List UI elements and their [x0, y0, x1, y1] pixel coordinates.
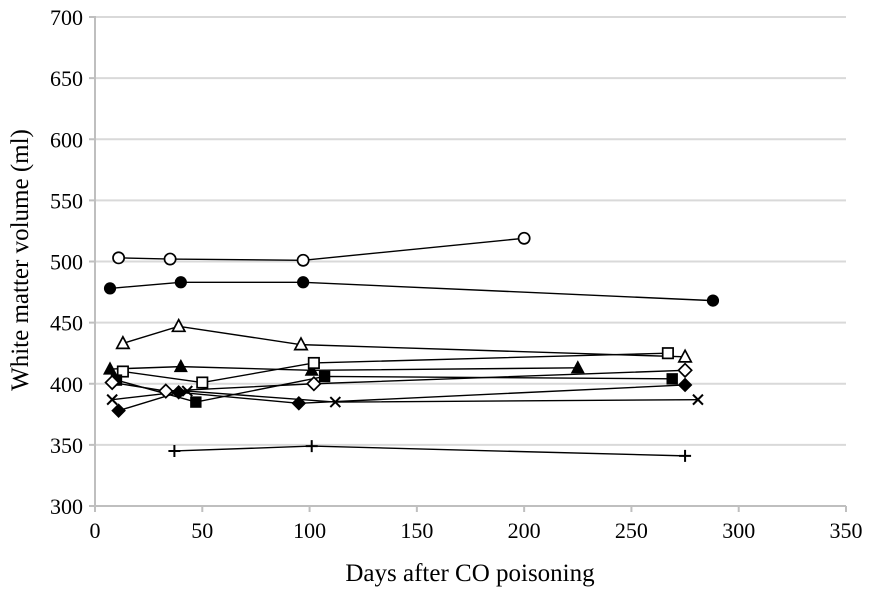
- x-tick-label: 100: [293, 518, 326, 543]
- series-line-plus-mark: [174, 445, 686, 457]
- x-tick-label: 350: [830, 518, 863, 543]
- series-line-square-open: [122, 352, 668, 384]
- series-markers-diamond-open: [104, 362, 693, 399]
- y-axis-title: White matter volume (ml): [7, 129, 34, 391]
- series-markers-x-mark: [106, 385, 704, 408]
- series-markers-circle-open: [112, 231, 531, 267]
- series-line-circle-open: [118, 237, 525, 261]
- y-tick-label: 650: [50, 66, 83, 91]
- series-line-diamond-open: [112, 369, 686, 392]
- y-tick-label: 550: [50, 188, 83, 213]
- series-markers-plus-mark: [168, 440, 692, 462]
- series-line-circle-filled: [109, 281, 713, 302]
- y-tick-label: 700: [50, 5, 83, 30]
- series-markers-circle-filled: [103, 276, 720, 307]
- x-tick-label: 0: [90, 518, 101, 543]
- y-tick-label: 300: [50, 494, 83, 519]
- series-markers-triangle-open: [115, 317, 693, 363]
- x-tick-label: 300: [722, 518, 755, 543]
- x-tick-label: 50: [191, 518, 213, 543]
- x-axis-title: Days after CO poisoning: [345, 560, 595, 587]
- y-tick-label: 450: [50, 311, 83, 336]
- series-line-x-mark: [112, 390, 698, 403]
- series-line-diamond-filled: [118, 384, 686, 412]
- series-markers-diamond-filled: [111, 377, 693, 418]
- axes: [89, 16, 847, 512]
- y-tick-label: 400: [50, 372, 83, 397]
- x-tick-label: 200: [508, 518, 541, 543]
- y-tick-label: 600: [50, 127, 83, 152]
- y-tick-label: 350: [50, 433, 83, 458]
- y-tick-label: 500: [50, 250, 83, 275]
- series-lines: [109, 237, 713, 457]
- series-markers-triangle-filled: [102, 358, 585, 376]
- tick-labels: 300 350 400 450 500 550 600 650 700 0 50 100 150 200 2…: [50, 5, 863, 543]
- x-tick-label: 250: [615, 518, 648, 543]
- x-tick-label: 150: [400, 518, 433, 543]
- series-line-triangle-open: [122, 325, 686, 358]
- series-line-triangle-filled: [109, 365, 578, 372]
- series-markers-square-open: [116, 347, 674, 389]
- gridlines: [95, 16, 846, 446]
